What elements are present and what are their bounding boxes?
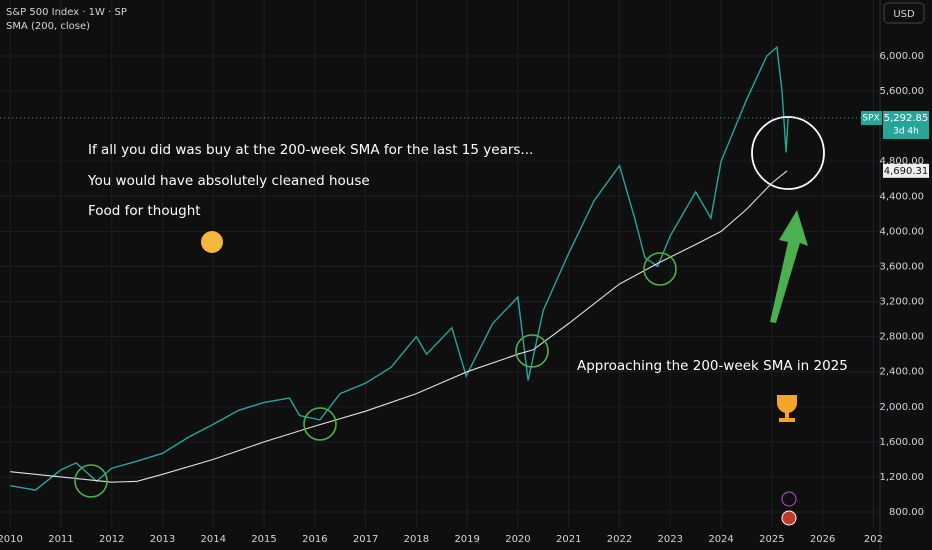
annotation: Food for thought (88, 203, 201, 219)
x-tick-label: 2014 (201, 534, 226, 545)
currency[interactable]: USD (893, 9, 915, 20)
currency-button[interactable] (883, 2, 925, 24)
x-tick-label: 2015 (251, 534, 276, 545)
trophy-emoji (777, 395, 797, 422)
x-tick-label: 202 (864, 534, 883, 545)
sma-tag-text: 4,690.31 (884, 166, 929, 177)
countdown-text: 3d 4h (893, 126, 919, 136)
x-tick-label: 2020 (505, 534, 530, 545)
y-tick-label: 4,400.00 (879, 191, 924, 202)
annotation: Approaching the 200-week SMA in 2025 (577, 358, 848, 374)
y-tick-label: 2,400.00 (879, 367, 924, 378)
thinking-emoji (201, 231, 223, 253)
y-tick-label: 1,200.00 (879, 472, 924, 483)
x-tick-label: 2016 (302, 534, 327, 545)
y-tick-label: 4,000.00 (879, 226, 924, 237)
y-tick-label: 3,200.00 (879, 297, 924, 308)
price-line (10, 45, 789, 491)
price-tag-text: 5,292.85 (884, 113, 929, 124)
y-tick-label: 2,800.00 (879, 332, 924, 343)
event-icon[interactable] (781, 491, 797, 507)
x-tick-label: 2018 (404, 534, 429, 545)
x-tick-label: 2021 (556, 534, 581, 545)
x-tick-label: 2012 (99, 534, 124, 545)
symbol-tag (861, 110, 882, 125)
x-tick-label: 2019 (454, 534, 479, 545)
indicator-title: SMA (200, close) (6, 21, 90, 32)
x-tick-label: 2017 (353, 534, 378, 545)
annotation: If all you did was buy at the 200-week S… (88, 142, 533, 158)
symbol-tag-text: SPX (862, 113, 879, 123)
x-tick-label: 2011 (48, 534, 73, 545)
x-tick-label: 2024 (708, 534, 733, 545)
circle (643, 252, 677, 286)
x-tick-label: 2023 (658, 534, 683, 545)
y-tick-label: 2,000.00 (879, 402, 924, 413)
symbol-title: S&P 500 Index · 1W · SP (6, 7, 127, 18)
x-tick-label: 2013 (150, 534, 175, 545)
highlight-circle (751, 116, 825, 190)
circle (515, 334, 549, 368)
x-tick-label: 2010 (0, 534, 23, 545)
sma-touch-circles (74, 252, 677, 498)
y-tick-label: 6,000.00 (879, 51, 924, 62)
circle (303, 407, 337, 441)
x-tick-label: 2022 (607, 534, 632, 545)
y-tick-label: 800.00 (889, 507, 924, 518)
arrow (770, 210, 808, 323)
sma-line (10, 170, 788, 483)
x-tick-label: 2026 (810, 534, 835, 545)
y-tick-label: 1,600.00 (879, 437, 924, 448)
circle (74, 464, 108, 498)
annotation: You would have absolutely cleaned house (87, 173, 370, 189)
x-tick-label: 2025 (759, 534, 784, 545)
event-icon[interactable] (781, 510, 797, 526)
price-tag (883, 110, 929, 139)
y-tick-label: 3,600.00 (879, 261, 924, 272)
y-tick-label: 5,600.00 (879, 86, 924, 97)
y-tick-label: 4,800.00 (879, 156, 924, 167)
sma-tag (883, 163, 929, 178)
